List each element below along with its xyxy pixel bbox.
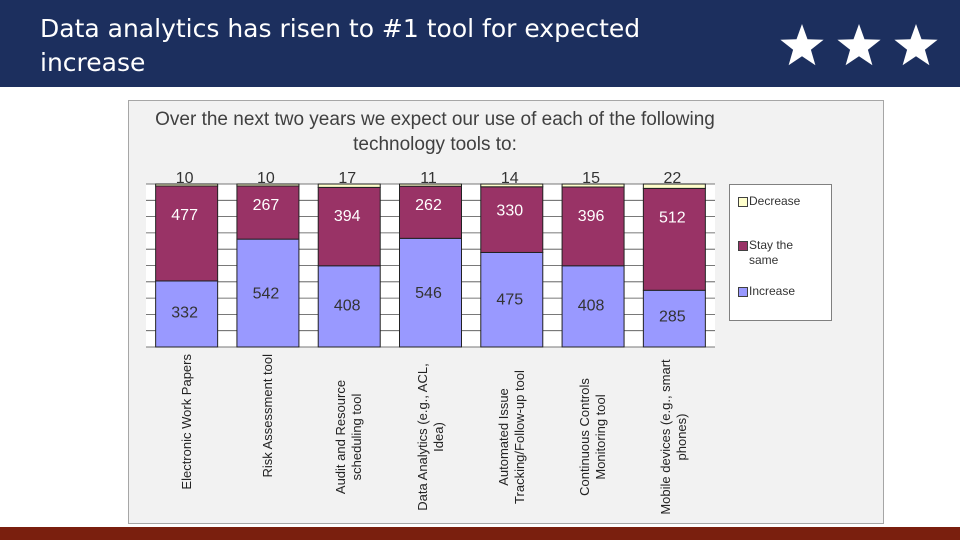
data-label-stay-the-same: 512 (659, 209, 686, 226)
stars-decoration (780, 24, 938, 66)
bar-segment-decrease (317, 183, 381, 188)
data-label-stay-the-same: 267 (253, 197, 280, 214)
data-label-decrease: 22 (663, 170, 681, 187)
data-label-decrease: 14 (501, 170, 519, 187)
category-label: Automated Issue Tracking/Follow-up tool (495, 370, 527, 504)
bar-segment-increase (561, 265, 625, 348)
category-label: Data Analytics (e.g., ACL, Idea) (414, 363, 446, 511)
data-label-stay-the-same: 477 (171, 207, 198, 224)
legend-label-decrease: Decrease (749, 194, 801, 208)
data-label-decrease: 17 (338, 170, 356, 187)
bar-segment-increase (480, 251, 544, 348)
bar-segment-stay-the-same (561, 186, 625, 267)
star-icon (780, 24, 824, 66)
bar-segment-increase (642, 289, 706, 348)
bar-segment-decrease (399, 183, 462, 187)
data-label-decrease: 11 (420, 170, 437, 187)
category-label: Continuous Controls Monitoring tool (577, 378, 609, 496)
bottom-bar (0, 527, 960, 540)
data-label-increase: 408 (578, 297, 605, 314)
bar-segment-decrease (155, 183, 219, 187)
data-label-stay-the-same: 262 (415, 197, 442, 214)
data-label-stay-the-same: 394 (334, 208, 361, 225)
bar-segment-decrease (236, 183, 300, 187)
data-label-decrease: 10 (176, 170, 194, 187)
bar-segment-decrease (561, 183, 625, 188)
legend-swatch-decrease (738, 197, 748, 207)
bar-segment-stay-the-same (642, 187, 706, 291)
category-label: Mobile devices (e.g., smart phones) (658, 359, 690, 515)
bar-segment-decrease (642, 183, 706, 189)
bar-segment-increase (236, 238, 300, 348)
bar-segment-increase (317, 265, 381, 348)
data-label-increase: 546 (415, 285, 442, 302)
data-label-decrease: 10 (257, 170, 275, 187)
data-label-increase: 542 (253, 285, 280, 302)
data-label-increase: 332 (171, 304, 198, 321)
bar-segment-decrease (480, 183, 544, 188)
data-label-stay-the-same: 396 (578, 208, 605, 225)
category-label: Risk Assessment tool (259, 354, 275, 478)
legend-swatch-increase (738, 287, 748, 297)
slide-title: Data analytics has risen to #1 tool for … (40, 14, 641, 77)
star-icon (837, 24, 881, 66)
category-label: Audit and Resource scheduling tool (333, 379, 365, 495)
data-label-increase: 475 (496, 291, 523, 308)
data-label-increase: 408 (334, 297, 361, 314)
bar-segment-stay-the-same (155, 185, 219, 282)
chart-title: Over the next two years we expect our us… (155, 109, 715, 155)
data-label-increase: 285 (659, 308, 686, 325)
slide-header: Data analytics has risen to #1 tool for … (0, 0, 960, 87)
bar-segment-increase (155, 280, 219, 348)
bar-segment-stay-the-same (236, 185, 300, 240)
bar-segment-stay-the-same (317, 186, 381, 267)
data-label-stay-the-same: 330 (496, 203, 523, 220)
bar-segment-increase (399, 237, 462, 348)
star-icon (894, 24, 938, 66)
legend-swatch-stay-the-same (738, 241, 748, 251)
chart-legend: Decrease Stay the same Increase (729, 184, 832, 321)
legend-label-increase: Increase (749, 284, 796, 298)
legend-label-stay-the-same: Stay the same (749, 238, 794, 267)
category-label: Electronic Work Papers (178, 354, 194, 490)
data-label-decrease: 15 (582, 170, 600, 187)
